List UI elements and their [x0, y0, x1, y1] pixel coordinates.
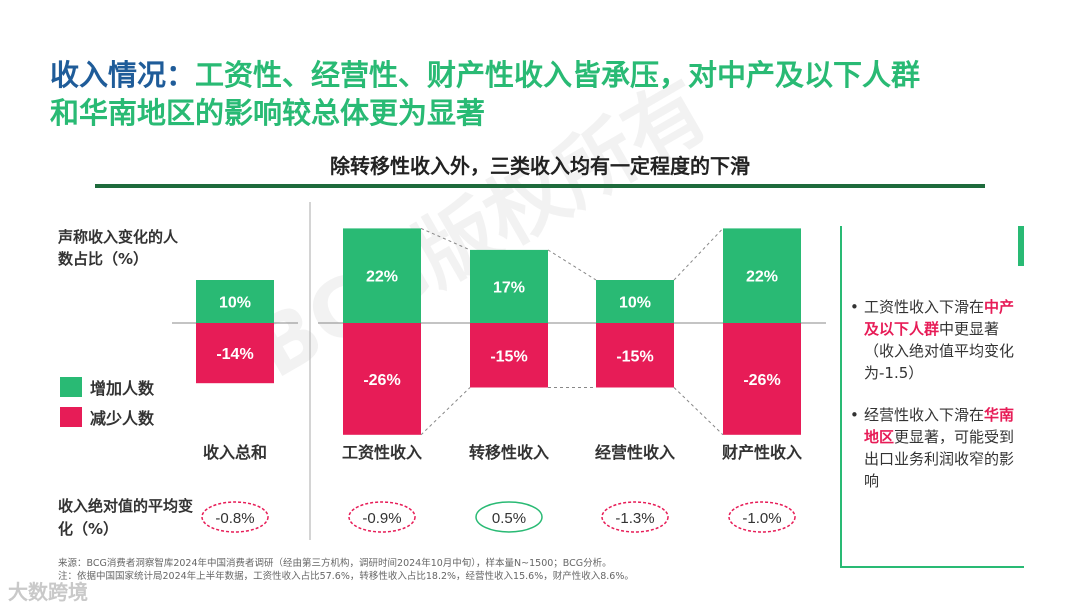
- legend-item-decrease: 减少人数: [60, 405, 155, 428]
- bullet-icon: •: [850, 406, 859, 424]
- bar-decrease: [196, 323, 274, 384]
- data-label-decrease: -14%: [216, 346, 253, 363]
- note-highlight: 华南地区: [864, 406, 1015, 446]
- notes-box: [840, 226, 1024, 568]
- legend-label-increase: 增加人数: [90, 379, 155, 398]
- bar-increase: [343, 228, 421, 323]
- avg-change-value: -0.9%: [362, 510, 401, 527]
- bar-increase: [196, 280, 274, 323]
- avg-change-value: 0.5%: [492, 510, 526, 527]
- avg-change-badge: [601, 501, 669, 533]
- page-title-line2: 和华南地区的影响较总体更为显著: [50, 96, 486, 130]
- category-label: 经营性收入: [595, 443, 675, 462]
- note-text: 经营性收入下滑在: [864, 406, 985, 424]
- bar-decrease: [343, 323, 421, 435]
- legend-swatch-decrease: [60, 407, 82, 427]
- category-label: 收入总和: [203, 443, 267, 462]
- note-text: 中更显著（收入绝对值平均变化为-1.5）: [864, 320, 1015, 382]
- page-title-line1: 收入情况：工资性、经营性、财产性收入皆承压，对中产及以下人群: [50, 52, 920, 94]
- bullet-icon: •: [850, 298, 859, 316]
- connector-bottom: [420, 387, 471, 436]
- data-label-increase: 22%: [746, 269, 778, 286]
- data-label-increase: 22%: [366, 269, 398, 286]
- bar-decrease: [723, 323, 801, 435]
- bar-increase: [723, 228, 801, 323]
- bar-increase: [596, 280, 674, 323]
- note-text: 工资性收入下滑在: [864, 298, 985, 316]
- data-label-increase: 17%: [493, 279, 525, 296]
- data-label-increase: 10%: [219, 295, 251, 312]
- bar-decrease: [470, 323, 548, 388]
- footer: 来源：BCG消费者洞察智库2024年中国消费者调研（经由第三方机构，调研时间20…: [58, 557, 634, 583]
- note-highlight: 中产及以下人群: [864, 298, 1015, 338]
- subtitle-underline: [95, 184, 985, 188]
- connector-top: [420, 227, 471, 251]
- data-label-decrease: -26%: [743, 372, 780, 389]
- title-main: 工资性、经营性、财产性收入皆承压，对中产及以下人群: [195, 58, 921, 92]
- avg-change-badge: [728, 501, 796, 533]
- note-text: 更显著，可能受到出口业务利润收窄的影响: [864, 428, 1015, 490]
- avg-change-value: -1.0%: [742, 510, 781, 527]
- data-label-decrease: -15%: [616, 348, 653, 365]
- footer-source: 来源：BCG消费者洞察智库2024年中国消费者调研（经由第三方机构，调研时间20…: [58, 558, 612, 569]
- note-business-income: • 经营性收入下滑在华南地区更显著，可能受到出口业务利润收窄的影响: [850, 404, 1020, 492]
- avg-change-badge: [475, 501, 543, 533]
- data-label-increase: 10%: [619, 295, 651, 312]
- data-label-decrease: -26%: [363, 372, 400, 389]
- note-wage-income: • 工资性收入下滑在中产及以下人群中更显著（收入绝对值平均变化为-1.5）: [850, 296, 1020, 384]
- legend-item-increase: 增加人数: [60, 375, 155, 398]
- chart-subtitle: 除转移性收入外，三类收入均有一定程度的下滑: [330, 154, 750, 178]
- avg-change-badge: [201, 501, 269, 533]
- connector-bottom: [673, 387, 724, 436]
- y-axis-label: 声称收入变化的人数占比（%）: [58, 228, 179, 268]
- connector-top: [673, 228, 724, 281]
- avg-change-label: 收入绝对值的平均变化（%）: [58, 497, 194, 538]
- logo: 大数跨境: [8, 580, 88, 604]
- footer-note: 注：依据中国国家统计局2024年上半年数据，工资性收入占比57.6%，转移性收入…: [58, 571, 634, 582]
- avg-change-value: -0.8%: [215, 510, 254, 527]
- title-prefix: 收入情况：: [50, 58, 196, 92]
- avg-change-value: -1.3%: [615, 510, 654, 527]
- category-label: 财产性收入: [721, 443, 802, 462]
- legend-label-decrease: 减少人数: [90, 409, 155, 428]
- category-label: 工资性收入: [342, 443, 422, 462]
- bar-decrease: [596, 323, 674, 388]
- legend-swatch-increase: [60, 377, 82, 397]
- bar-increase: [470, 249, 548, 323]
- avg-change-badge: [348, 501, 416, 533]
- data-label-decrease: -15%: [490, 348, 527, 365]
- connector-top: [547, 249, 597, 281]
- notes-box-corner: [1018, 226, 1024, 266]
- category-label: 转移性收入: [469, 443, 549, 462]
